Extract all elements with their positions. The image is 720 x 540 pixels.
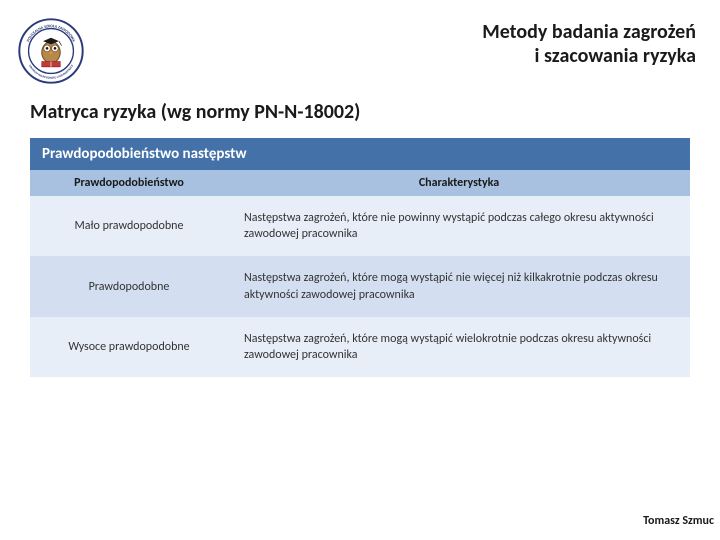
table-row: Mało prawdopodobne Następstwa zagrożeń, … xyxy=(30,196,690,256)
school-logo: POLICEALNA SZKOŁA ZAWODOWA CENTRUM NAUKI… xyxy=(18,18,84,84)
col-header-probability: Prawdopodobieństwo xyxy=(30,170,228,196)
author-footer: Tomasz Szmuc xyxy=(643,514,714,528)
table-row: Prawdopodobne Następstwa zagrożeń, które… xyxy=(30,256,690,316)
cell-characteristic: Następstwa zagrożeń, które mogą wystąpić… xyxy=(228,256,690,316)
cell-characteristic: Następstwa zagrożeń, które mogą wystąpić… xyxy=(228,317,690,377)
cell-characteristic: Następstwa zagrożeń, które nie powinny w… xyxy=(228,196,690,256)
title-line-2: i szacowania ryzyka xyxy=(482,44,696,68)
page-title: Metody badania zagrożeń i szacowania ryz… xyxy=(482,20,696,68)
cell-probability: Prawdopodobne xyxy=(30,256,228,316)
table-row: Wysoce prawdopodobne Następstwa zagrożeń… xyxy=(30,317,690,377)
col-header-characteristic: Charakterystyka xyxy=(228,170,690,196)
cell-probability: Wysoce prawdopodobne xyxy=(30,317,228,377)
table-header-row: Prawdopodobieństwo Charakterystyka xyxy=(30,170,690,196)
risk-matrix-table: Prawdopodobieństwo następstw Prawdopodob… xyxy=(30,138,690,377)
title-line-1: Metody badania zagrożeń xyxy=(482,20,696,44)
header: POLICEALNA SZKOŁA ZAWODOWA CENTRUM NAUKI… xyxy=(0,0,720,90)
table-banner: Prawdopodobieństwo następstw xyxy=(30,138,690,170)
cell-probability: Mało prawdopodobne xyxy=(30,196,228,256)
subtitle: Matryca ryzyka (wg normy PN-N-18002) xyxy=(30,100,720,124)
